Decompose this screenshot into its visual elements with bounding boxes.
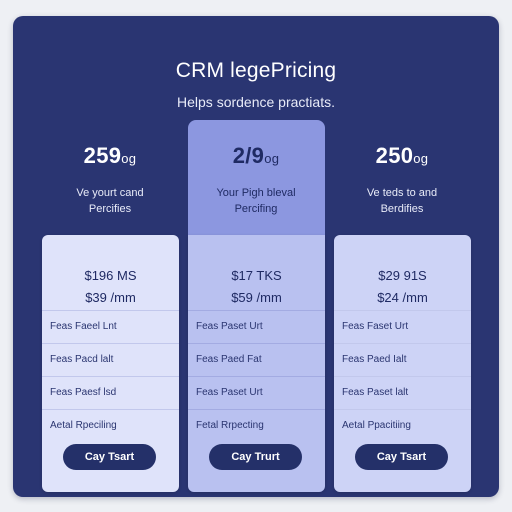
feature-row: Aetal Ppacitiing bbox=[334, 409, 471, 443]
plan-1-cta-button[interactable]: Cay Tsart bbox=[63, 444, 156, 470]
feature-row: Aetal Rpeciling bbox=[42, 409, 179, 443]
plan-3-card: $29 91S $24 /mm Feas Faset Urt Feas Paed… bbox=[334, 235, 471, 492]
plan-3-price: 250og bbox=[375, 143, 429, 168]
feature-row: Feas Paset lalt bbox=[334, 376, 471, 410]
plan-3-description: Ve teds to and Berdifies bbox=[366, 187, 438, 215]
plan-3-cta-button[interactable]: Cay Tsart bbox=[355, 444, 448, 470]
plan-2-price: 2/9og bbox=[232, 143, 280, 168]
plan-3-line1: $29 91S bbox=[378, 268, 427, 283]
feature-row: Feas Paset Urt bbox=[188, 376, 325, 410]
plan-1-line2: $39 /mm bbox=[85, 290, 136, 305]
feature-row: Feas Paset Urt bbox=[188, 310, 325, 344]
feature-row: Fetal Rrpecting bbox=[188, 409, 325, 443]
page-subtitle: Helps sordence practiats. bbox=[177, 94, 335, 110]
plan-1-description: Ve yourt cand Percifies bbox=[76, 187, 144, 215]
feature-row: Feas Paed Fat bbox=[188, 343, 325, 377]
feature-row: Feas Paed Ialt bbox=[334, 343, 471, 377]
plan-1-line1: $196 MS bbox=[84, 268, 137, 283]
page-title: CRM legePricing bbox=[175, 59, 337, 82]
plan-1-header: 259og Ve yourt cand Percifies bbox=[40, 143, 180, 217]
plan-2-line1: $17 TKS bbox=[231, 268, 282, 283]
featured-plan-highlight bbox=[188, 120, 325, 250]
plan-2-cta-button[interactable]: Cay Trurt bbox=[209, 444, 302, 470]
feature-row: Feas Faset Urt bbox=[334, 310, 471, 344]
pricing-panel: CRM legePricing Helps sordence practiats… bbox=[13, 16, 499, 497]
feature-row: Feas Paesf lsd bbox=[42, 376, 179, 410]
plan-2-line2: $59 /mm bbox=[231, 290, 282, 305]
plan-2-description: Your Pigh bleval Percifing bbox=[216, 187, 296, 215]
plan-3-header: 250og Ve teds to and Berdifies bbox=[332, 143, 472, 217]
plan-2-header: 2/9og Your Pigh bleval Percifing bbox=[186, 143, 326, 217]
plan-2-card: $17 TKS $59 /mm Feas Paset Urt Feas Paed… bbox=[188, 235, 325, 492]
plan-1-price: 259og bbox=[83, 143, 137, 168]
plan-1-card: $196 MS $39 /mm Feas Faeel Lnt Feas Pacd… bbox=[42, 235, 179, 492]
feature-row: Feas Pacd lalt bbox=[42, 343, 179, 377]
plan-3-line2: $24 /mm bbox=[377, 290, 428, 305]
feature-row: Feas Faeel Lnt bbox=[42, 310, 179, 344]
